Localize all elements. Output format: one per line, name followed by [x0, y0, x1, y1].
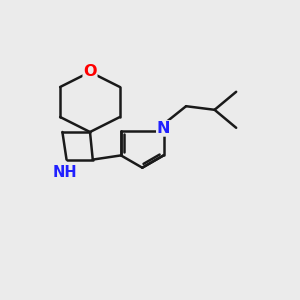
Text: N: N	[157, 121, 170, 136]
Text: O: O	[83, 64, 97, 80]
Text: NH: NH	[53, 165, 77, 180]
